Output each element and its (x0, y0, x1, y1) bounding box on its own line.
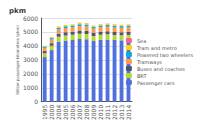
svg-text:Passenger cars: Passenger cars (137, 80, 175, 87)
svg-text:2009: 2009 (90, 105, 97, 120)
svg-text:1995: 1995 (41, 105, 48, 120)
svg-text:2004: 2004 (55, 105, 62, 120)
svg-text:Powered two wheelers: Powered two wheelers (137, 52, 193, 58)
svg-text:Sea: Sea (137, 38, 146, 44)
svg-text:2014: 2014 (125, 105, 132, 120)
svg-text:2010: 2010 (97, 105, 104, 120)
svg-text:BRT: BRT (137, 73, 148, 79)
svg-text:0: 0 (34, 98, 38, 105)
svg-text:2007: 2007 (76, 105, 83, 120)
svg-text:4000: 4000 (23, 42, 38, 49)
svg-text:1000: 1000 (23, 84, 38, 91)
svg-text:5000: 5000 (23, 28, 38, 35)
svg-text:2000: 2000 (23, 70, 38, 77)
svg-text:Tramways: Tramways (136, 59, 162, 66)
svg-text:2011: 2011 (104, 105, 111, 120)
svg-text:2008: 2008 (83, 105, 90, 120)
svg-text:2006: 2006 (69, 105, 76, 120)
svg-text:2005: 2005 (62, 105, 69, 120)
svg-text:2013: 2013 (118, 105, 125, 120)
svg-text:6000: 6000 (23, 15, 38, 22)
svg-text:2012: 2012 (111, 105, 118, 120)
svg-text:Billion passenger-kilometres (: Billion passenger-kilometres (pkm) (15, 25, 20, 95)
svg-text:Tram and metro: Tram and metro (136, 45, 177, 51)
svg-text:Buses and coaches: Buses and coaches (137, 66, 185, 72)
svg-text:pkm: pkm (9, 7, 26, 15)
svg-text:2000: 2000 (48, 105, 55, 120)
svg-text:3000: 3000 (23, 56, 38, 63)
